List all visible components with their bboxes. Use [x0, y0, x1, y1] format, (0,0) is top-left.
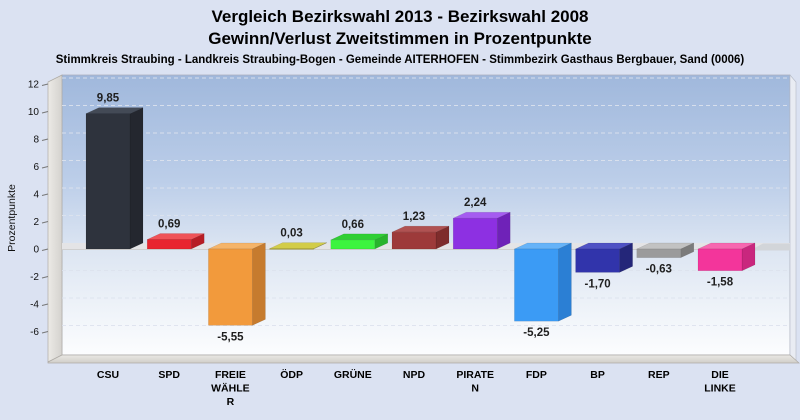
x-category-label-spd: SPD — [158, 369, 180, 381]
y-tick-12 — [41, 83, 49, 86]
value-label-piraten: 2,24 — [464, 197, 487, 209]
x-category-line: SPD — [158, 369, 180, 381]
y-tick--6 — [41, 331, 49, 334]
value-label-csu: 9,85 — [97, 93, 120, 105]
bar-front-bp — [575, 248, 620, 273]
bar-side-piraten — [496, 211, 511, 250]
bar-front-piraten — [452, 217, 498, 250]
x-category-line: ÖDP — [280, 368, 303, 381]
x-category-line: FREIE — [215, 369, 246, 381]
y-tick-6 — [41, 166, 49, 169]
zero-plane-shadow — [750, 243, 790, 251]
bar-piraten: 2,24 — [452, 197, 511, 250]
x-category-label-csu: CSU — [97, 369, 119, 381]
x-category-line: WÄHLE — [211, 382, 250, 395]
bar-top-spd — [147, 233, 205, 240]
bar-front-rep — [636, 248, 682, 258]
value-label-npd: 1,23 — [403, 211, 425, 223]
y-tick-label--6: -6 — [30, 327, 39, 338]
y-tick-label-6: 6 — [33, 162, 39, 173]
bar-front-freie-w-hler — [208, 248, 253, 326]
y-tick--4 — [41, 303, 49, 306]
value-label-freie-w-hler: -5,55 — [217, 331, 244, 343]
y-tick-label-4: 4 — [33, 190, 39, 201]
bar-front-spd — [146, 239, 192, 250]
bar-gr-ne: 0,66 — [330, 219, 389, 250]
bar-front-npd — [391, 231, 437, 250]
bar-side-fdp — [558, 242, 572, 322]
x-category-label-npd: NPD — [403, 369, 426, 381]
y-tick-label-2: 2 — [33, 217, 39, 228]
value-label-spd: 0,69 — [158, 219, 180, 231]
bar-top-npd — [391, 225, 450, 233]
chart-subtitle: Stimmkreis Straubing - Landkreis Straubi… — [55, 54, 745, 66]
bar-die-linke: -1,58 — [697, 242, 756, 289]
bar-front-csu — [85, 113, 131, 250]
bar-front-gr-ne — [330, 239, 376, 250]
value-label-dp: 0,03 — [280, 228, 302, 240]
y-tick-0 — [41, 248, 49, 251]
x-category-line: NPD — [403, 369, 426, 381]
bar-npd: 1,23 — [391, 211, 450, 250]
chart-header: Vergleich Bezirkswahl 2013 - Bezirkswahl… — [0, 6, 800, 66]
bar-freie-w-hler: -5,55 — [208, 242, 266, 343]
x-category-line: R — [227, 396, 235, 408]
bar-front-die-linke — [697, 248, 743, 271]
value-label-bp: -1,70 — [584, 278, 610, 290]
bar-top-dp — [269, 242, 327, 249]
bar-front-dp — [269, 248, 314, 250]
x-category-label-piraten: PIRATE N — [456, 369, 494, 395]
bar-dp: 0,03 — [269, 228, 327, 250]
chart-title-line2: Gewinn/Verlust Zweitstimmen in Prozentpu… — [208, 29, 592, 48]
x-category-label-die-linke: DIE LINKE — [704, 369, 736, 395]
x-category-label-bp: BP — [590, 369, 605, 381]
y-tick-label-0: 0 — [33, 245, 39, 256]
chart-title-line1: Vergleich Bezirkswahl 2013 - Bezirkswahl… — [211, 7, 589, 26]
y-tick-4 — [41, 193, 49, 196]
x-category-line: BP — [590, 369, 605, 381]
value-label-die-linke: -1,58 — [707, 277, 734, 289]
bar-csu: 9,85 — [85, 93, 144, 250]
bar-bp: -1,70 — [575, 242, 633, 290]
bar-side-csu — [129, 107, 144, 250]
plot-floor — [47, 354, 800, 364]
x-category-label-dp: ÖDP — [280, 368, 303, 381]
x-category-line: CSU — [97, 369, 119, 381]
y-tick-label-10: 10 — [28, 107, 40, 118]
x-category-line: REP — [648, 369, 670, 381]
value-label-gr-ne: 0,66 — [342, 219, 364, 231]
y-tick-label-8: 8 — [33, 135, 39, 146]
plot-left-wall — [47, 74, 63, 363]
value-label-rep: -0,63 — [646, 264, 672, 276]
bar-side-freie-w-hler — [252, 242, 266, 326]
y-tick-2 — [41, 221, 49, 224]
x-category-line: GRÜNE — [334, 368, 372, 381]
x-category-label-fdp: FDP — [526, 369, 547, 381]
y-tick--2 — [41, 276, 49, 279]
value-label-fdp: -5,25 — [523, 327, 550, 339]
y-tick-10 — [41, 111, 49, 114]
x-category-label-gr-ne: GRÜNE — [334, 368, 372, 381]
x-category-line: FDP — [526, 369, 547, 381]
y-tick-label-12: 12 — [28, 80, 40, 91]
y-tick-8 — [41, 138, 49, 141]
x-category-line: LINKE — [704, 383, 736, 395]
y-tick-label--4: -4 — [30, 300, 39, 311]
y-tick-label--2: -2 — [30, 272, 39, 283]
plot-right-edge — [789, 74, 797, 362]
bar-fdp: -5,25 — [514, 242, 572, 339]
x-category-line: N — [471, 383, 479, 395]
x-category-line: PIRATE — [456, 369, 494, 381]
bar-rep: -0,63 — [636, 242, 695, 276]
x-category-label-rep: REP — [648, 369, 670, 381]
x-category-line: DIE — [711, 369, 729, 381]
y-axis-title: Prozentpunkte — [6, 184, 18, 252]
bar-front-fdp — [514, 248, 559, 322]
bar-spd: 0,69 — [146, 219, 205, 250]
